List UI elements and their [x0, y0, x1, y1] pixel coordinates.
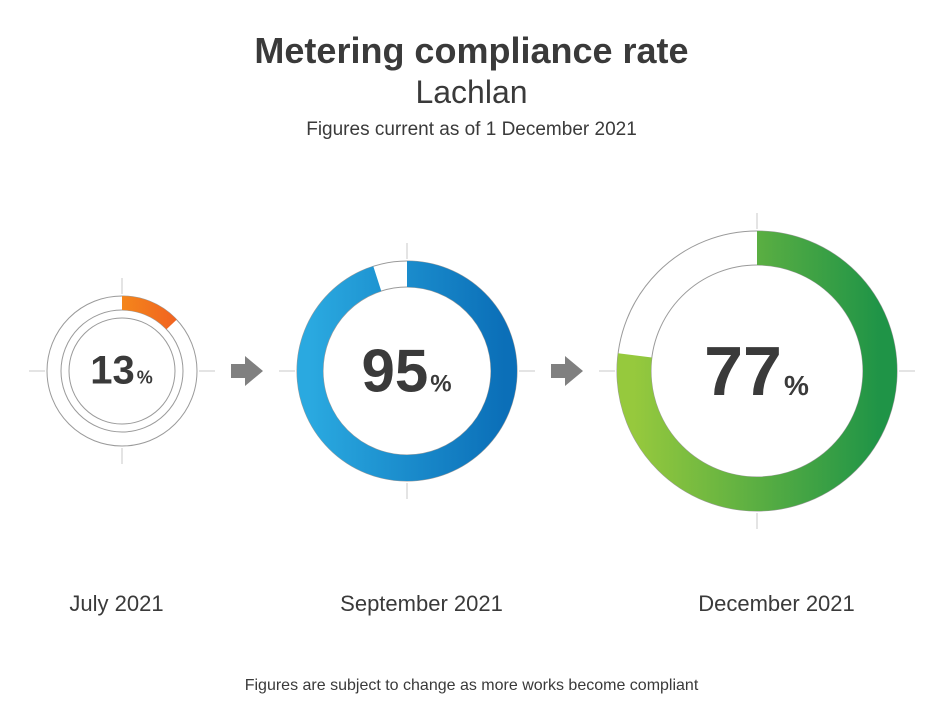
donut-value: 13%	[90, 349, 153, 394]
header: Metering compliance rate Lachlan Figures…	[0, 0, 943, 141]
value-number: 13	[90, 349, 135, 394]
donut-0: 13%	[27, 276, 217, 466]
donut-label: July 2021	[12, 591, 222, 617]
label-gap	[222, 591, 282, 617]
donut-label: December 2021	[622, 591, 932, 617]
dateline: Figures current as of 1 December 2021	[0, 119, 943, 141]
value-number: 77	[704, 331, 782, 411]
charts-row: 13%95%77%	[0, 211, 943, 531]
donut-2: 77%	[597, 211, 917, 531]
arrow-right-icon	[227, 351, 267, 391]
value-number: 95	[361, 337, 428, 406]
donut-1: 95%	[277, 241, 537, 501]
percent-sign: %	[137, 368, 153, 389]
page-subtitle: Lachlan	[0, 74, 943, 111]
arrow-right-icon	[547, 351, 587, 391]
footer-note: Figures are subject to change as more wo…	[0, 677, 943, 695]
donut-value: 95%	[361, 337, 451, 406]
donut-value: 77%	[704, 331, 809, 411]
label-gap	[562, 591, 622, 617]
donut-label: September 2021	[282, 591, 562, 617]
percent-sign: %	[784, 370, 809, 402]
percent-sign: %	[430, 371, 451, 399]
labels-row: July 2021 September 2021 December 2021	[0, 591, 943, 617]
page-title: Metering compliance rate	[0, 30, 943, 72]
